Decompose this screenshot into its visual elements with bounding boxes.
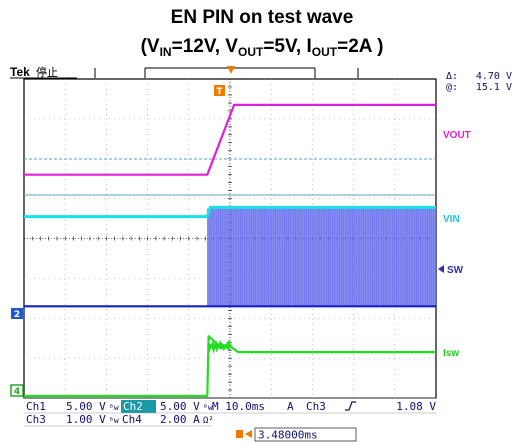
trigger-pos-box bbox=[254, 427, 357, 442]
ch2-label-bg bbox=[121, 400, 156, 413]
series-isw-ripple bbox=[207, 339, 232, 354]
chart-subtitle: (VIN=12V, VOUT=5V, IOUT=2A ) bbox=[140, 36, 384, 59]
ch4-scale: 2.00 A bbox=[160, 413, 200, 426]
trigger-source: Ch3 bbox=[306, 400, 326, 413]
trigger-slope-icon bbox=[345, 401, 356, 411]
trigger-level-readout: 1.08 V bbox=[396, 400, 436, 413]
trigger-pos-icon bbox=[236, 430, 243, 438]
ch3-label: Ch3 bbox=[26, 413, 46, 426]
ch4-marker-icon bbox=[10, 384, 24, 397]
trigger-level-icon bbox=[214, 85, 225, 96]
ch2-marker-label: 2 bbox=[14, 310, 20, 320]
status-label: 停止 bbox=[36, 65, 58, 79]
ch2-scale: 5.00 V bbox=[160, 400, 200, 413]
cursor-at-label: @: bbox=[446, 82, 458, 93]
trigger-pos-value: 3.48000ms bbox=[258, 429, 318, 442]
ch2-bw-icon: ᴮw bbox=[203, 403, 213, 412]
trigger-position-icon bbox=[227, 66, 235, 74]
brand-label: Tek bbox=[10, 65, 30, 79]
cursor-delta-value: 4.70 V bbox=[476, 71, 512, 82]
ch3-bw-icon: ᴮw bbox=[109, 416, 119, 425]
ch4-label: Ch4 bbox=[122, 413, 142, 426]
trigger-mode: A bbox=[287, 400, 294, 413]
ch2-label: Ch2 bbox=[123, 400, 143, 413]
ch4-coupling-icon: Ω² bbox=[203, 416, 214, 426]
cursor-at-value: 15.1 V bbox=[476, 82, 512, 93]
sw-arrow-icon bbox=[438, 265, 444, 273]
cursor-delta-label: Δ: bbox=[446, 71, 458, 82]
series-vin-line bbox=[24, 205, 436, 219]
waveforms bbox=[24, 103, 436, 398]
sw-label: SW bbox=[447, 265, 464, 276]
ch3-scale: 1.00 V bbox=[66, 413, 106, 426]
trigger-marker-label: T bbox=[216, 87, 223, 97]
trigger-pos-arrow-icon bbox=[245, 430, 252, 438]
ch1-scale: 5.00 V bbox=[66, 400, 106, 413]
timebase-readout: M 10.0ms bbox=[212, 400, 265, 413]
ch1-label: Ch1 bbox=[26, 400, 46, 413]
isw-label: Isw bbox=[443, 348, 459, 359]
series-vout-line bbox=[24, 103, 436, 176]
ch1-bw-icon: ᴮw bbox=[109, 403, 119, 412]
vout-label: VOUT bbox=[443, 130, 471, 141]
vin-label: VIN bbox=[443, 214, 460, 225]
ch4-marker-label: 4 bbox=[14, 387, 20, 397]
chart-title: EN PIN on test wave bbox=[170, 7, 354, 28]
ch2-marker-icon bbox=[11, 308, 23, 319]
